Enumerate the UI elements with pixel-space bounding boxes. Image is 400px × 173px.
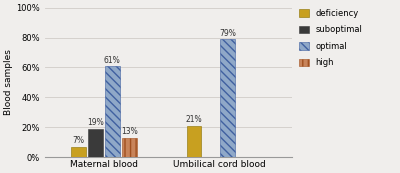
Text: 21%: 21% (186, 116, 202, 125)
Text: 19%: 19% (87, 119, 104, 128)
Text: 7%: 7% (72, 136, 84, 145)
Legend: deficiency, suboptimal, optimal, high: deficiency, suboptimal, optimal, high (299, 9, 362, 67)
Bar (71, 147, 86, 157)
Bar (186, 126, 201, 157)
Text: 79%: 79% (220, 29, 236, 38)
Text: 13%: 13% (121, 128, 138, 136)
Bar (105, 66, 120, 157)
Bar (220, 39, 235, 157)
Y-axis label: Blood samples: Blood samples (4, 49, 13, 115)
Bar (88, 129, 103, 157)
Bar (122, 138, 136, 157)
Text: 61%: 61% (104, 56, 120, 65)
